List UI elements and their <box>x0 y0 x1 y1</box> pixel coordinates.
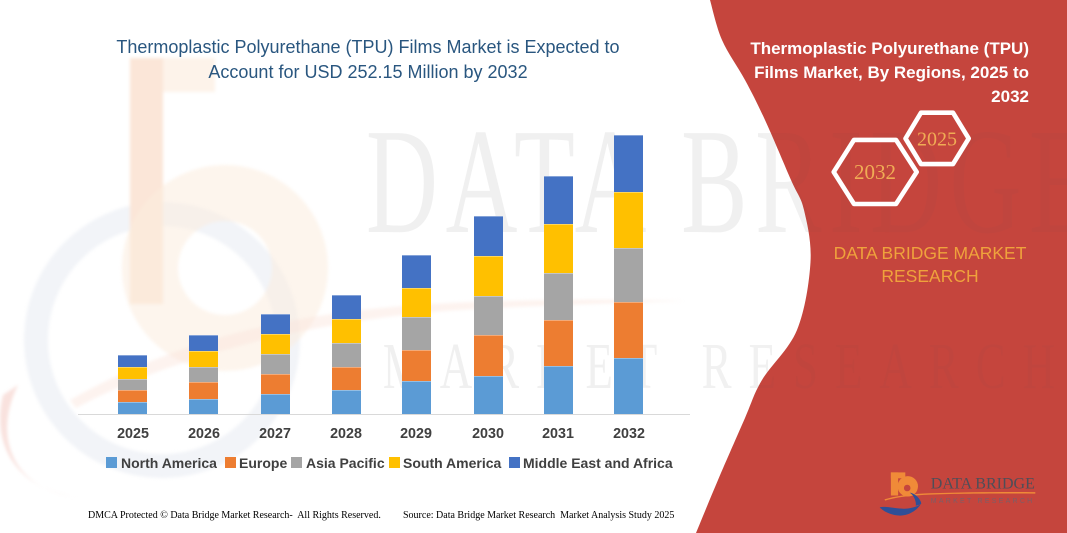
svg-text:2025: 2025 <box>917 129 957 151</box>
svg-text:MARKET RESEARCH: MARKET RESEARCH <box>383 331 1067 404</box>
svg-text:2032: 2032 <box>854 160 896 184</box>
svg-text:DATA BRIDGE: DATA BRIDGE <box>931 475 1035 492</box>
svg-text:MARKET RESEARCH: MARKET RESEARCH <box>931 498 1035 505</box>
svg-text:DATA BRIDGE: DATA BRIDGE <box>366 97 1067 265</box>
